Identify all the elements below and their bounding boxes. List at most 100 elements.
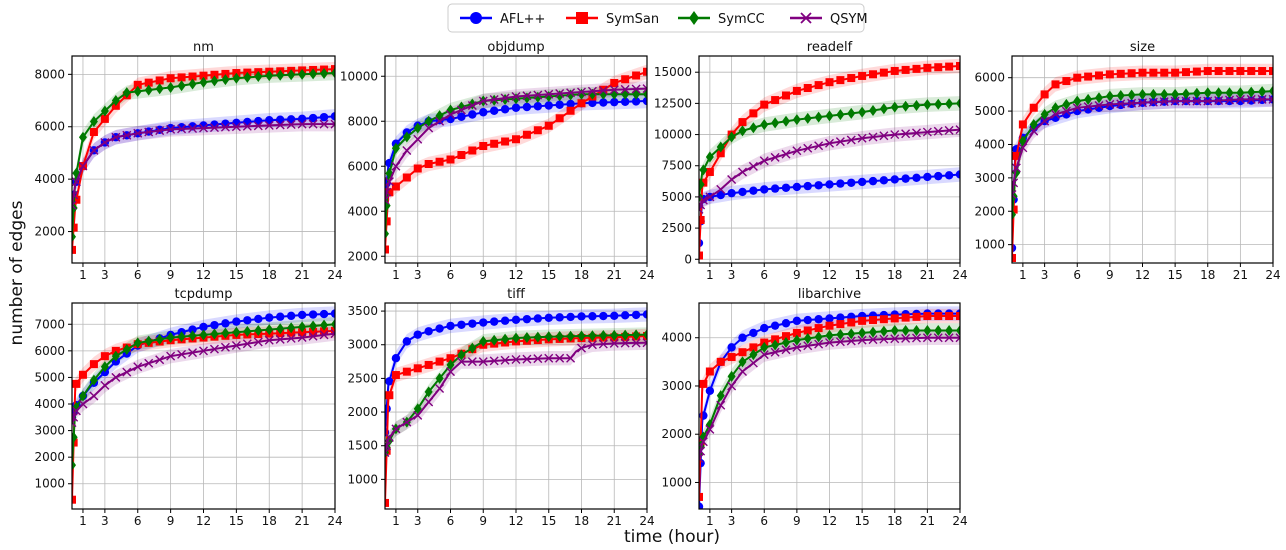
point-qsym: [177, 124, 187, 134]
x-tick-label: 1: [79, 268, 87, 282]
point-qsym: [955, 125, 960, 135]
point-symsan: [89, 127, 98, 136]
point-qsym: [699, 200, 706, 210]
point-qsym: [544, 89, 554, 99]
axis-ticks: 1 3 6 9 12 15 18 21 24 0 2500 5000 7500 10000 12500 150…: [654, 65, 968, 282]
point-qsym: [78, 161, 88, 171]
point-symcc: [869, 326, 877, 338]
point-afl: [297, 310, 307, 320]
x-tick-label: 6: [760, 514, 768, 528]
x-tick-label: 3: [728, 514, 736, 528]
point-qsym: [89, 391, 99, 401]
point-qsym: [78, 399, 88, 409]
y-tick-label: 3000: [347, 338, 378, 352]
point-symcc: [1214, 87, 1223, 99]
point-qsym: [111, 372, 121, 382]
point-symsan: [869, 70, 877, 79]
point-qsym: [511, 355, 521, 365]
point-symsan: [555, 114, 564, 123]
point-symcc: [1084, 93, 1093, 105]
point-qsym: [286, 120, 296, 130]
point-qsym: [391, 424, 401, 434]
point-symsan: [716, 357, 725, 366]
point-symcc: [1149, 88, 1158, 100]
x-tick-label: 15: [541, 268, 556, 282]
x-tick-label: 12: [508, 268, 523, 282]
x-tick-label: 1: [79, 514, 87, 528]
point-symsan: [501, 137, 510, 146]
x-tick-label: 9: [793, 514, 801, 528]
point-symsan: [760, 100, 769, 109]
point-symsan: [879, 68, 888, 77]
point-symsan: [1192, 67, 1201, 76]
point-symsan: [836, 320, 845, 329]
panel-title: tiff: [507, 287, 526, 302]
point-symsan: [643, 67, 647, 76]
point-afl: [620, 311, 630, 320]
x-tick-label: 9: [479, 268, 487, 282]
point-qsym: [424, 123, 434, 133]
point-qsym: [435, 116, 445, 126]
point-symsan: [1040, 90, 1049, 99]
x-tick-label: 12: [196, 514, 211, 528]
confidence-bands: [1012, 63, 1273, 263]
point-symcc: [1258, 86, 1267, 98]
point-symcc: [424, 386, 433, 398]
point-symcc: [210, 75, 219, 87]
point-symsan: [199, 71, 208, 80]
point-qsym: [598, 86, 608, 95]
point-afl: [1105, 101, 1115, 111]
point-afl: [308, 113, 318, 123]
point-symcc: [100, 105, 109, 117]
point-qsym: [716, 184, 726, 194]
series-group: [699, 309, 960, 509]
point-symcc: [435, 372, 444, 384]
point-afl: [544, 313, 553, 323]
series-symcc: [72, 318, 335, 471]
point-symcc: [243, 71, 252, 83]
point-qsym: [264, 335, 274, 345]
point-symcc: [188, 78, 197, 90]
point-symcc: [133, 85, 142, 97]
point-qsym: [467, 357, 477, 367]
point-symcc: [331, 67, 335, 79]
point-symsan: [320, 327, 329, 336]
point-symcc: [901, 324, 910, 336]
point-qsym: [446, 367, 455, 377]
point-symcc: [177, 331, 186, 343]
point-symcc: [309, 320, 318, 332]
point-qsym: [1105, 99, 1115, 109]
point-symcc: [265, 324, 274, 336]
y-tick-label: 15000: [654, 65, 692, 79]
point-qsym: [1018, 143, 1028, 153]
point-qsym: [1235, 94, 1245, 104]
point-symcc: [934, 324, 943, 336]
point-symcc: [782, 115, 790, 127]
legend: AFL++ SymSan SymCC QSYM: [447, 3, 868, 33]
point-symcc: [1051, 102, 1060, 114]
point-symsan: [424, 360, 433, 369]
point-qsym: [759, 156, 769, 166]
point-symcc: [912, 99, 921, 111]
point-qsym: [598, 339, 608, 349]
point-symcc: [210, 328, 219, 340]
point-symsan: [901, 313, 910, 322]
point-afl: [555, 100, 564, 109]
x-tick-label: 3: [101, 268, 109, 282]
legend-marker-shape: [576, 12, 588, 24]
x-tick-label: 1: [706, 514, 714, 528]
point-qsym: [385, 433, 394, 443]
point-symcc: [72, 459, 76, 471]
point-symcc: [727, 131, 736, 143]
point-symcc: [1029, 118, 1038, 130]
series-qsym: [72, 119, 335, 210]
point-symsan: [72, 438, 78, 447]
point-qsym: [1127, 98, 1137, 108]
point-symcc: [1160, 88, 1169, 100]
point-symcc: [457, 349, 466, 361]
band-qsym: [72, 116, 335, 213]
point-qsym: [792, 342, 802, 352]
point-qsym: [188, 123, 198, 133]
point-symsan: [1171, 68, 1180, 77]
point-qsym: [577, 343, 586, 353]
